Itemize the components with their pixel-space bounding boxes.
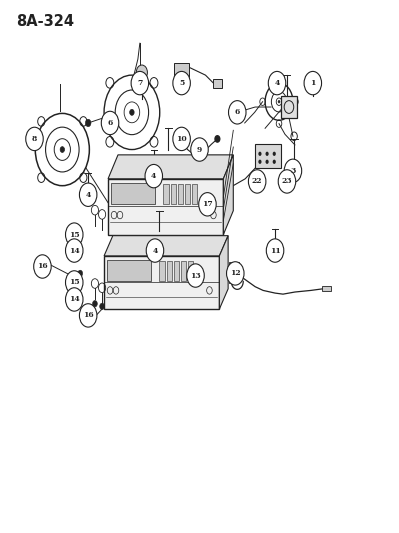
Circle shape <box>249 169 266 193</box>
Text: 3: 3 <box>290 167 296 175</box>
Text: 4: 4 <box>152 247 158 255</box>
FancyBboxPatch shape <box>160 261 165 281</box>
Text: 15: 15 <box>69 231 79 239</box>
Circle shape <box>65 239 83 262</box>
FancyBboxPatch shape <box>108 179 223 235</box>
Circle shape <box>284 159 302 182</box>
Text: 4: 4 <box>85 191 91 199</box>
FancyBboxPatch shape <box>164 184 168 204</box>
Circle shape <box>60 147 65 152</box>
Text: 7: 7 <box>137 79 142 87</box>
Circle shape <box>173 71 190 95</box>
FancyBboxPatch shape <box>192 184 197 204</box>
Text: 1: 1 <box>310 79 316 87</box>
Circle shape <box>268 71 286 95</box>
Circle shape <box>173 127 190 151</box>
FancyBboxPatch shape <box>281 96 297 118</box>
FancyBboxPatch shape <box>170 184 176 204</box>
Circle shape <box>227 262 244 285</box>
FancyBboxPatch shape <box>107 260 151 281</box>
FancyBboxPatch shape <box>178 184 183 204</box>
Text: 11: 11 <box>270 247 280 255</box>
Circle shape <box>79 183 97 206</box>
Circle shape <box>273 160 276 164</box>
FancyBboxPatch shape <box>181 261 186 281</box>
Text: 8: 8 <box>32 135 37 143</box>
FancyBboxPatch shape <box>229 262 239 283</box>
Circle shape <box>79 304 97 327</box>
Circle shape <box>278 169 296 193</box>
Circle shape <box>26 127 43 151</box>
Circle shape <box>93 301 97 307</box>
Text: 14: 14 <box>69 295 80 303</box>
Circle shape <box>215 136 220 142</box>
Circle shape <box>65 223 83 246</box>
Text: 14: 14 <box>69 247 80 255</box>
Text: 6: 6 <box>235 108 240 116</box>
Circle shape <box>136 65 147 80</box>
Text: 8A-324: 8A-324 <box>17 14 75 29</box>
Circle shape <box>101 111 119 135</box>
Text: 9: 9 <box>197 146 202 154</box>
Polygon shape <box>104 236 228 256</box>
Circle shape <box>278 100 280 103</box>
Text: 23: 23 <box>282 177 292 185</box>
Text: 12: 12 <box>230 269 241 277</box>
Circle shape <box>100 303 105 310</box>
Circle shape <box>304 71 322 95</box>
Circle shape <box>34 255 51 278</box>
Circle shape <box>199 192 216 216</box>
Circle shape <box>131 71 148 95</box>
Text: 6: 6 <box>107 119 113 127</box>
Text: 13: 13 <box>190 271 201 279</box>
Circle shape <box>72 274 77 280</box>
FancyBboxPatch shape <box>166 261 172 281</box>
Circle shape <box>38 263 43 270</box>
FancyBboxPatch shape <box>322 286 331 292</box>
FancyBboxPatch shape <box>255 144 281 168</box>
Polygon shape <box>108 155 233 179</box>
Circle shape <box>258 152 261 156</box>
Text: 10: 10 <box>176 135 187 143</box>
FancyBboxPatch shape <box>174 261 179 281</box>
Circle shape <box>265 160 269 164</box>
Circle shape <box>65 288 83 311</box>
Text: 16: 16 <box>83 311 93 319</box>
Text: 17: 17 <box>202 200 213 208</box>
Text: 5: 5 <box>179 79 184 87</box>
Circle shape <box>65 271 83 294</box>
Circle shape <box>85 119 91 127</box>
Text: 4: 4 <box>151 172 156 180</box>
FancyBboxPatch shape <box>111 183 155 204</box>
Circle shape <box>273 152 276 156</box>
Text: 15: 15 <box>69 278 79 286</box>
Circle shape <box>229 101 246 124</box>
Circle shape <box>234 108 241 117</box>
Polygon shape <box>219 236 228 309</box>
FancyBboxPatch shape <box>188 261 193 281</box>
Circle shape <box>266 239 284 262</box>
Circle shape <box>130 109 134 115</box>
Text: 22: 22 <box>252 177 263 185</box>
Circle shape <box>78 270 83 277</box>
Circle shape <box>146 239 164 262</box>
FancyBboxPatch shape <box>104 256 219 309</box>
Circle shape <box>265 152 269 156</box>
Text: 4: 4 <box>275 79 280 87</box>
FancyBboxPatch shape <box>185 184 190 204</box>
Polygon shape <box>223 155 233 235</box>
FancyBboxPatch shape <box>174 63 189 77</box>
FancyBboxPatch shape <box>213 79 222 88</box>
Circle shape <box>191 138 208 161</box>
Text: 16: 16 <box>37 262 48 271</box>
Circle shape <box>179 139 184 145</box>
Circle shape <box>187 264 204 287</box>
Circle shape <box>145 165 162 188</box>
Circle shape <box>258 160 261 164</box>
